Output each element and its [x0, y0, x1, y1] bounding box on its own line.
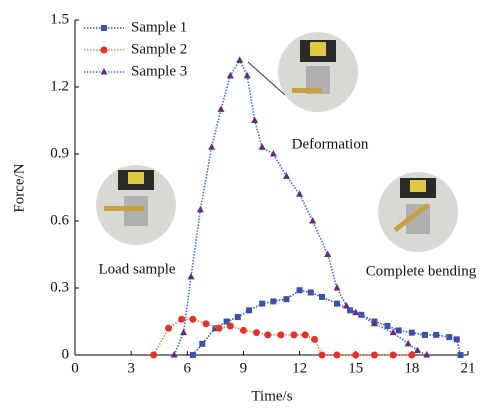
- marker: [258, 143, 266, 150]
- marker: [301, 331, 309, 339]
- marker: [217, 105, 225, 112]
- marker: [352, 351, 360, 359]
- marker: [423, 351, 431, 358]
- marker: [239, 326, 247, 334]
- photo-deformation: [247, 32, 358, 112]
- marker: [251, 116, 259, 123]
- marker: [358, 311, 365, 318]
- marker: [189, 352, 196, 358]
- marker: [319, 293, 326, 300]
- marker: [199, 340, 206, 347]
- x-tick-label: 12: [292, 360, 307, 376]
- annotation: Deformation: [292, 136, 369, 152]
- y-axis-label: Force/N: [11, 163, 27, 212]
- marker: [212, 325, 219, 332]
- y-tick-label: 0: [62, 346, 70, 362]
- marker: [408, 329, 415, 336]
- marker: [269, 150, 277, 157]
- marker: [277, 331, 285, 339]
- legend-label: Sample 3: [131, 63, 187, 79]
- marker: [421, 331, 428, 338]
- marker: [318, 351, 326, 359]
- y-tick-label: 0.3: [50, 279, 69, 295]
- marker: [234, 314, 241, 321]
- x-tick-label: 18: [404, 360, 419, 376]
- photo-load-sample: [96, 165, 176, 245]
- marker: [226, 71, 234, 79]
- marker: [283, 296, 290, 303]
- annotation: Load sample: [98, 261, 175, 277]
- marker: [389, 351, 397, 359]
- marker: [307, 289, 314, 296]
- marker: [264, 331, 272, 339]
- marker: [296, 287, 303, 294]
- marker: [457, 352, 464, 358]
- marker: [253, 329, 261, 337]
- marker: [246, 307, 253, 314]
- series-line: [192, 289, 462, 356]
- legend-label: Sample 1: [131, 19, 187, 35]
- marker: [453, 336, 460, 343]
- legend-label: Sample 2: [131, 41, 187, 57]
- marker: [395, 327, 402, 334]
- marker: [208, 143, 216, 150]
- marker: [150, 351, 158, 359]
- marker: [370, 351, 378, 359]
- marker: [236, 56, 244, 63]
- marker: [333, 284, 341, 291]
- x-tick-label: 0: [71, 360, 79, 376]
- x-tick-label: 21: [461, 360, 476, 376]
- x-tick-label: 9: [240, 360, 248, 376]
- marker: [165, 324, 173, 332]
- marker: [433, 331, 440, 338]
- y-tick-label: 1.2: [50, 78, 69, 94]
- legend-marker: [101, 25, 107, 31]
- marker: [180, 328, 188, 336]
- marker: [282, 172, 290, 179]
- marker: [259, 300, 266, 307]
- marker: [384, 322, 391, 329]
- marker: [223, 318, 230, 325]
- y-tick-label: 1.5: [50, 11, 69, 27]
- marker: [215, 324, 223, 332]
- x-tick-label: 3: [127, 360, 135, 376]
- legend-marker: [100, 46, 108, 54]
- marker: [408, 351, 416, 359]
- marker: [189, 315, 197, 323]
- marker: [270, 298, 277, 305]
- y-tick-label: 0.6: [50, 212, 69, 228]
- x-tick-label: 15: [348, 360, 363, 376]
- marker: [352, 308, 360, 316]
- marker: [243, 71, 251, 79]
- marker: [347, 307, 354, 314]
- legend-marker: [100, 68, 108, 75]
- marker: [324, 250, 332, 257]
- marker: [309, 217, 317, 224]
- marker: [311, 335, 319, 343]
- marker: [413, 346, 421, 354]
- marker: [296, 190, 304, 197]
- series-line: [173, 58, 428, 356]
- marker: [342, 301, 350, 309]
- marker: [333, 351, 341, 359]
- marker: [389, 328, 397, 336]
- marker: [196, 205, 204, 213]
- photo-complete-bending: [378, 172, 458, 252]
- marker: [290, 331, 298, 339]
- marker: [334, 300, 340, 307]
- marker: [187, 272, 195, 280]
- marker: [370, 319, 378, 327]
- annotation: Complete bending: [366, 263, 477, 279]
- marker: [170, 351, 178, 358]
- x-tick-label: 6: [184, 360, 192, 376]
- x-axis-label: Time/s: [251, 388, 292, 404]
- marker: [404, 339, 412, 347]
- marker: [446, 334, 453, 341]
- marker: [202, 320, 210, 328]
- marker: [178, 315, 186, 323]
- y-tick-label: 0.9: [50, 145, 69, 161]
- marker: [226, 322, 234, 330]
